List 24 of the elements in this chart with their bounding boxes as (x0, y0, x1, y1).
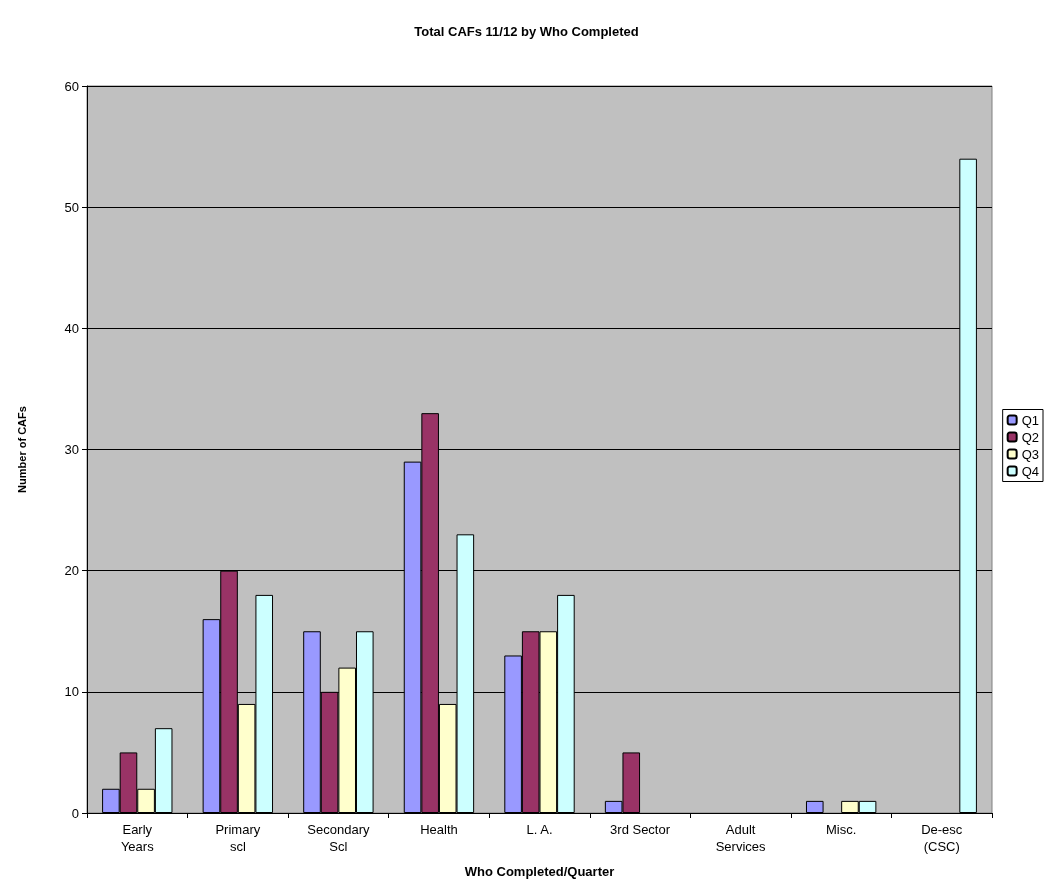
chart-title: Total CAFs 11/12 by Who Completed (414, 24, 639, 39)
y-axis-title: Number of CAFs (15, 406, 28, 493)
legend-label: Q2 (1021, 429, 1039, 445)
x-tick-label: Primary scl (215, 822, 261, 854)
x-tick-label: Health (420, 822, 458, 837)
y-tick-label: 60 (64, 78, 79, 94)
bar (805, 800, 824, 813)
x-tick-label: L. A. (526, 822, 553, 837)
x-tick-label: Secondary Scl (307, 822, 370, 854)
y-tick-label: 40 (64, 320, 79, 336)
y-tick-label: 10 (64, 684, 79, 700)
y-tick-label: 20 (64, 563, 79, 579)
y-tick-label: 0 (71, 805, 79, 821)
x-tick-label: Early Years (120, 822, 155, 854)
x-tick-label: De-esc (CSC) (921, 822, 963, 854)
legend-label: Q1 (1021, 412, 1039, 428)
y-tick-label: 50 (64, 199, 79, 215)
legend-label: Q4 (1021, 463, 1039, 479)
x-axis-title: Who Completed/Quarter (464, 864, 615, 879)
x-tick-label: Misc. (825, 822, 857, 837)
y-tick-label: 30 (64, 442, 79, 457)
legend-label: Q3 (1021, 446, 1039, 462)
x-tick-label: Adult Services (715, 822, 767, 854)
x-tick-label: 3rd Sector (610, 822, 671, 837)
